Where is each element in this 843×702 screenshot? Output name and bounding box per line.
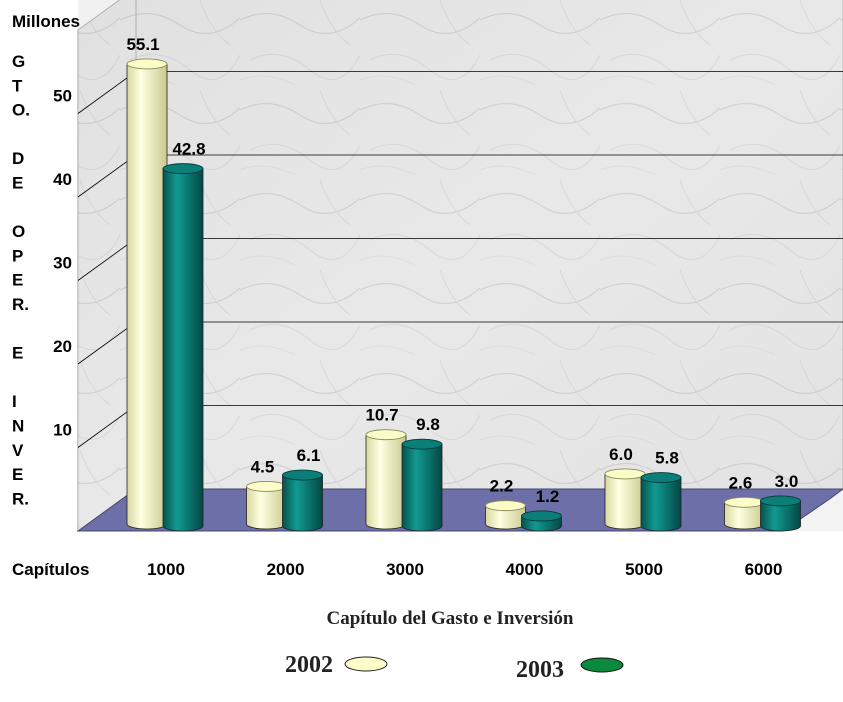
- y-axis-title-line: G: [12, 52, 25, 71]
- y-tick-label: 40: [53, 170, 72, 189]
- bar-top: [246, 480, 287, 492]
- bar-2003-3000: [401, 438, 443, 532]
- y-tick-label: 50: [53, 87, 72, 106]
- bar-top: [724, 496, 765, 508]
- bar-2003-6000: [760, 495, 801, 532]
- gridline-side: [77, 154, 137, 198]
- bar-2002-4000: [485, 500, 526, 530]
- bar-body: [365, 434, 407, 530]
- bar-2002-6000: [724, 496, 765, 530]
- bar-top: [604, 468, 646, 480]
- legend-label-2002: 2002: [285, 652, 333, 678]
- data-label: 3.0: [775, 472, 799, 491]
- data-label: 55.1: [126, 35, 159, 54]
- x-tick-labels: 1000 2000 3000 4000 5000 6000: [147, 560, 782, 579]
- y-axis-title-line: E: [12, 271, 23, 290]
- value-labels: 55.1 42.8 4.5 6.1 10.7 9.8 2.2 1.2 6.0 5.8 2.6 3.0: [126, 35, 798, 506]
- legend-swatch-2002: [344, 656, 388, 672]
- bar-2003-2000: [282, 469, 323, 532]
- data-label: 5.8: [655, 449, 679, 468]
- x-tick-label: 3000: [386, 560, 424, 579]
- bar-2003-5000: [640, 472, 682, 532]
- y-axis-title-line: R.: [12, 295, 29, 314]
- y-tick-label: 20: [53, 337, 72, 356]
- bar-body: [162, 168, 204, 532]
- data-label: 1.2: [536, 487, 560, 506]
- x-axis-title: Capítulo del Gasto e Inversión: [326, 608, 573, 629]
- bar-body: [604, 473, 646, 530]
- y-axis-title-line: E: [12, 344, 23, 363]
- bar-body: [760, 500, 801, 532]
- x-tick-label: 5000: [625, 560, 663, 579]
- bar-body: [401, 443, 443, 532]
- gridline-side: [77, 238, 137, 281]
- y-axis-title-line: O.: [12, 101, 30, 120]
- bar-body: [640, 477, 682, 532]
- y-axis-title-line: E: [12, 465, 23, 484]
- legend-swatch-2003: [580, 657, 624, 673]
- y-tick-labels: 10 20 30 40 50: [53, 87, 72, 440]
- y-axis-title-line: O: [12, 222, 25, 241]
- y-axis-title-line: R.: [12, 489, 29, 508]
- legend-label-2003: 2003: [516, 657, 564, 683]
- bar-top: [282, 469, 323, 481]
- bar-body: [282, 474, 323, 532]
- bar-body: [246, 486, 287, 530]
- data-label: 10.7: [365, 406, 398, 425]
- bar-top: [401, 438, 443, 450]
- y-axis-title-line: N: [12, 417, 24, 436]
- bar-2002-2000: [246, 480, 287, 530]
- bar-top: [126, 58, 168, 70]
- bar-body: [126, 63, 168, 530]
- data-label: 4.5: [251, 457, 275, 476]
- legend: 2002 2003: [285, 652, 624, 683]
- y-axis-title-line: D: [12, 149, 24, 168]
- bar-top: [521, 510, 562, 522]
- bar-top: [162, 163, 204, 175]
- x-tick-label: 1000: [147, 560, 185, 579]
- x-tick-label: 4000: [506, 560, 544, 579]
- y-axis-title-line: V: [12, 441, 24, 460]
- bar-top: [485, 500, 526, 512]
- x-tick-label: 2000: [267, 560, 305, 579]
- unit-label: Millones: [12, 12, 80, 31]
- bars: [126, 58, 801, 532]
- data-label: 42.8: [172, 140, 205, 159]
- data-label: 9.8: [416, 415, 440, 434]
- bar-2002-3000: [365, 429, 407, 530]
- bar-top: [760, 495, 801, 507]
- gridline-side: [77, 405, 137, 448]
- y-tick-label: 10: [53, 421, 72, 440]
- category-axis-label: Capítulos: [12, 560, 89, 579]
- bar-top: [365, 429, 407, 441]
- gridlines: [77, 71, 843, 448]
- bar-2002-5000: [604, 468, 646, 530]
- data-label: 6.0: [609, 445, 633, 464]
- chart-wall: [77, 0, 843, 532]
- data-label: 2.2: [490, 477, 514, 496]
- bar-2003-4000: [521, 510, 562, 532]
- y-tick-label: 30: [53, 254, 72, 273]
- x-tick-label: 6000: [745, 560, 783, 579]
- y-axis-title-line: T: [12, 76, 23, 95]
- y-axis-title-line: P: [12, 246, 23, 265]
- bar-top: [640, 472, 682, 484]
- data-label: 2.6: [729, 473, 753, 492]
- y-axis-title-line: E: [12, 174, 23, 193]
- gridline-side: [77, 321, 137, 365]
- gridline-side: [77, 71, 137, 114]
- bar-2003-1000: [162, 163, 204, 532]
- data-label: 6.1: [297, 446, 321, 465]
- wall-shade: [78, 0, 843, 531]
- y-axis-title-line: I: [12, 392, 17, 411]
- bar-2002-1000: [126, 58, 168, 530]
